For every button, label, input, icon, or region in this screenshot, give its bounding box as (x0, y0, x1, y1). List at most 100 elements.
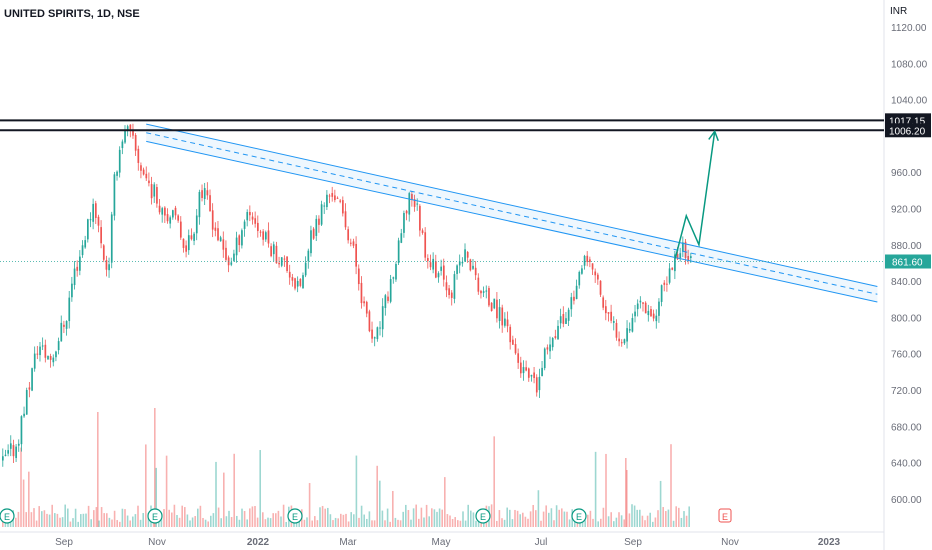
volume-bar (363, 514, 365, 527)
volume-bar (121, 508, 124, 527)
volume-bar (537, 490, 540, 527)
x-tick-label: Mar (339, 537, 357, 548)
candle-body (257, 222, 259, 232)
candle-body (684, 241, 687, 258)
candle-body (557, 325, 559, 340)
volume-bar (59, 517, 61, 527)
candle-body (251, 216, 254, 220)
candle-body (498, 307, 501, 321)
candle-body (413, 199, 416, 207)
candle-body (15, 446, 17, 458)
volume-bar (662, 507, 664, 527)
candle-body (411, 194, 413, 200)
volume-bar (589, 510, 592, 527)
volume-bar (563, 511, 566, 527)
candle-body (363, 301, 365, 304)
volume-bar (259, 450, 261, 527)
volume-bar (594, 451, 597, 527)
candle-body (360, 282, 363, 304)
candle-body (554, 336, 557, 338)
candle-body (429, 262, 432, 268)
candle-body (527, 368, 530, 378)
volume-bar (241, 508, 243, 527)
candle-body (310, 230, 312, 254)
candle-body (373, 337, 376, 339)
candle-body (636, 303, 639, 310)
volume-bar (626, 469, 628, 527)
volume-bar (540, 520, 542, 527)
volume-bar (103, 513, 105, 527)
volume-bar (402, 511, 404, 527)
volume-bar (584, 520, 586, 527)
candle-body (39, 346, 41, 356)
volume-bar (249, 508, 251, 527)
volume-bar (215, 461, 217, 527)
candle-body (272, 244, 275, 255)
volume-bar (43, 510, 46, 527)
candle-body (63, 324, 65, 327)
candle-body (395, 263, 397, 280)
candle-body (71, 283, 73, 298)
volume-bar (69, 521, 72, 527)
volume-bar (30, 512, 33, 527)
candle-body (294, 278, 296, 289)
candle-body (620, 342, 623, 344)
volume-bar (33, 508, 35, 527)
candle-body (235, 237, 238, 256)
volume-bar (394, 517, 397, 527)
candle-body (288, 271, 291, 278)
earnings-event-letter: E (480, 512, 486, 522)
volume-bar (522, 512, 524, 527)
candle-body (219, 237, 222, 242)
candle-body (174, 207, 177, 216)
volume-bar (410, 519, 412, 527)
candle-body (644, 302, 647, 314)
volume-bar (685, 515, 688, 527)
volume-bar (95, 507, 98, 527)
y-tick-label: 960.00 (891, 168, 922, 179)
y-tick-label: 680.00 (891, 422, 922, 433)
volume-bar (613, 521, 615, 527)
candle-body (530, 375, 533, 377)
candle-body (652, 313, 655, 319)
earnings-event-letter: E (576, 512, 582, 522)
candle-body (440, 266, 443, 271)
candle-body (421, 230, 424, 233)
candle-body (60, 322, 63, 342)
volume-bar (688, 506, 690, 527)
volume-bar (467, 504, 469, 527)
candle-body (357, 268, 360, 285)
volume-bar (675, 506, 677, 527)
candle-body (668, 268, 671, 283)
candle-body (328, 195, 331, 197)
volume-bar (444, 477, 446, 527)
volume-bar (672, 520, 675, 527)
volume-bar (553, 520, 555, 527)
candle-body (225, 247, 227, 260)
volume-bar (316, 520, 319, 527)
volume-bar (129, 520, 131, 527)
candle-body (31, 368, 33, 391)
volume-bar (397, 519, 399, 527)
volume-bar (368, 511, 371, 527)
volume-bar (64, 504, 66, 527)
volume-bar (376, 465, 378, 527)
volume-bar (223, 472, 225, 527)
candle-body (92, 203, 95, 222)
volume-bar (314, 516, 316, 527)
volume-bar (373, 520, 376, 527)
volume-bar (256, 517, 259, 527)
candle-body (522, 367, 525, 374)
candle-body (249, 211, 251, 216)
volume-bar (379, 480, 381, 527)
candle-body (132, 129, 134, 136)
candle-body (676, 254, 679, 260)
earnings-event-letter: E (292, 512, 298, 522)
candle-body (185, 245, 187, 252)
candle-body (344, 211, 347, 228)
earnings-event-badge (0, 508, 15, 524)
candle-body (134, 134, 137, 151)
volume-bar (425, 504, 428, 527)
y-tick-label: 920.00 (891, 205, 922, 216)
